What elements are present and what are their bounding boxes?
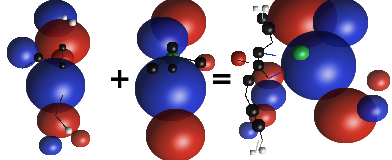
Text: +: + <box>108 66 131 94</box>
Text: =: = <box>210 66 233 94</box>
